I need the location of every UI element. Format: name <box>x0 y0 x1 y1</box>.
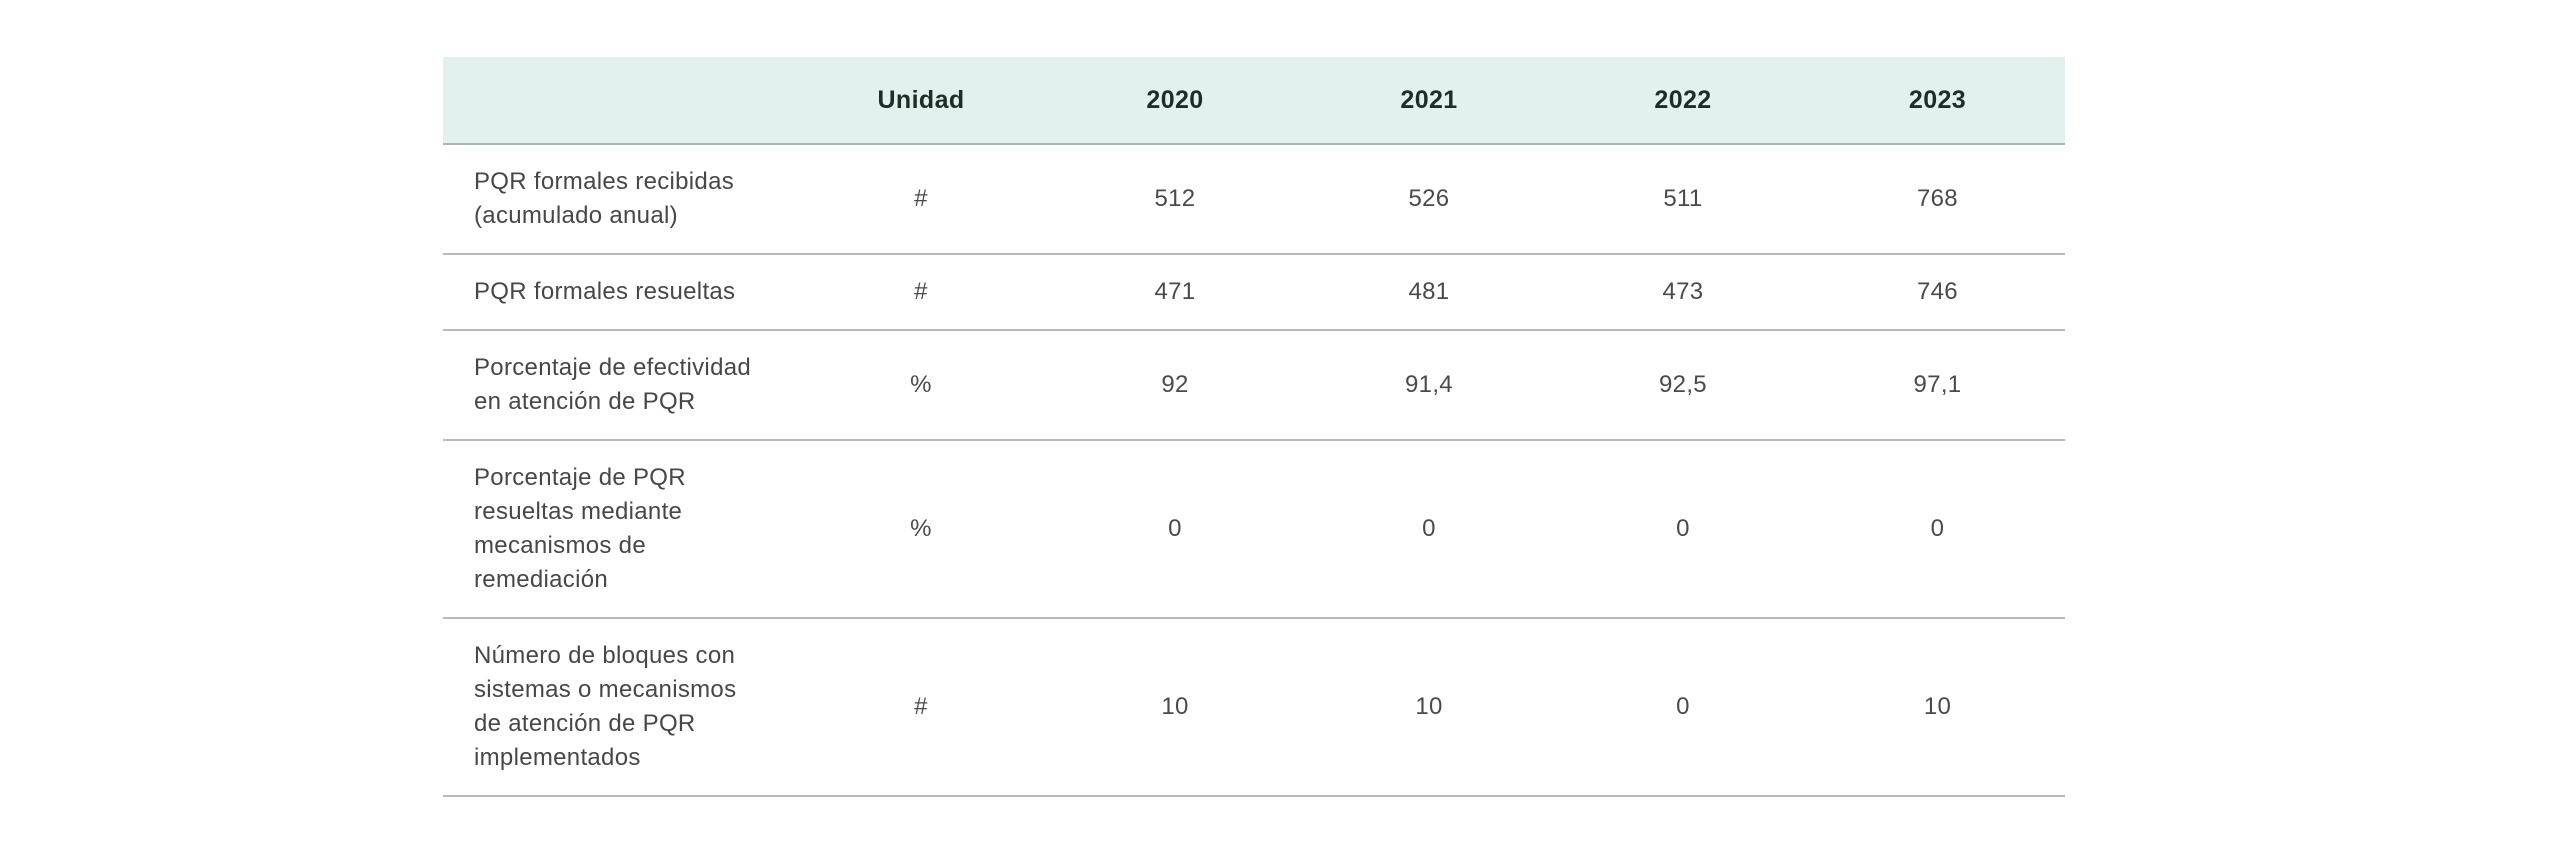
header-cell-year-2022: 2022 <box>1556 57 1810 145</box>
cell-value-2020: 512 <box>1048 144 1302 255</box>
cell-value-2023: 0 <box>1810 440 2065 619</box>
cell-value-2021: 91,4 <box>1302 330 1556 441</box>
table-row-porcentaje-remediacion: Porcentaje de PQR resueltas mediante mec… <box>443 440 2065 619</box>
cell-value-2022: 511 <box>1556 144 1810 255</box>
cell-value-2022: 92,5 <box>1556 330 1810 441</box>
table-header: Unidad 2020 2021 2022 2023 <box>443 57 2065 145</box>
cell-value-2021: 10 <box>1302 618 1556 797</box>
cell-value-2023: 97,1 <box>1810 330 2065 441</box>
row-label: PQR formales recibidas (acumulado anual) <box>443 144 794 255</box>
row-unit: # <box>794 144 1048 255</box>
cell-value-2021: 526 <box>1302 144 1556 255</box>
header-cell-year-2021: 2021 <box>1302 57 1556 145</box>
header-cell-unidad: Unidad <box>794 57 1048 145</box>
header-row: Unidad 2020 2021 2022 2023 <box>443 57 2065 145</box>
cell-value-2021: 481 <box>1302 254 1556 331</box>
cell-value-2023: 746 <box>1810 254 2065 331</box>
cell-value-2020: 471 <box>1048 254 1302 331</box>
cell-value-2020: 10 <box>1048 618 1302 797</box>
row-unit: % <box>794 440 1048 619</box>
table-row-pqr-resueltas: PQR formales resueltas # 471 481 473 746 <box>443 254 2065 331</box>
header-cell-year-2020: 2020 <box>1048 57 1302 145</box>
cell-value-2021: 0 <box>1302 440 1556 619</box>
row-label: Porcentaje de efectividad en atención de… <box>443 330 794 441</box>
cell-value-2020: 0 <box>1048 440 1302 619</box>
row-label: Porcentaje de PQR resueltas mediante mec… <box>443 440 794 619</box>
cell-value-2022: 473 <box>1556 254 1810 331</box>
cell-value-2022: 0 <box>1556 618 1810 797</box>
cell-value-2023: 768 <box>1810 144 2065 255</box>
header-cell-year-2023: 2023 <box>1810 57 2065 145</box>
row-unit: # <box>794 254 1048 331</box>
row-unit: % <box>794 330 1048 441</box>
cell-value-2020: 92 <box>1048 330 1302 441</box>
row-unit: # <box>794 618 1048 797</box>
row-label: Número de bloques con sistemas o mecanis… <box>443 618 794 797</box>
table-row-porcentaje-efectividad: Porcentaje de efectividad en atención de… <box>443 330 2065 441</box>
header-cell-empty <box>443 57 794 145</box>
pqr-metrics-table: Unidad 2020 2021 2022 2023 PQR formales … <box>443 57 2065 797</box>
table-row-pqr-recibidas: PQR formales recibidas (acumulado anual)… <box>443 144 2065 255</box>
cell-value-2022: 0 <box>1556 440 1810 619</box>
table-body: PQR formales recibidas (acumulado anual)… <box>443 144 2065 797</box>
table-row-bloques-sistemas: Número de bloques con sistemas o mecanis… <box>443 618 2065 797</box>
row-label: PQR formales resueltas <box>443 254 794 331</box>
cell-value-2023: 10 <box>1810 618 2065 797</box>
